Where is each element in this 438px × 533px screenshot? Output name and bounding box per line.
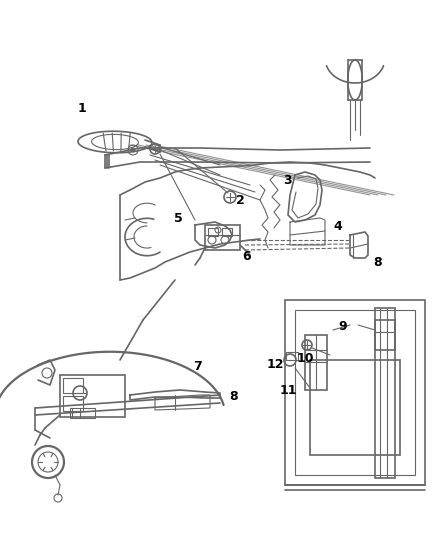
Text: 8: 8: [230, 391, 238, 403]
Bar: [295, 310, 415, 475]
Text: 5: 5: [173, 212, 182, 224]
Bar: [63, 378, 83, 393]
Bar: [208, 228, 218, 236]
Bar: [375, 308, 395, 478]
Circle shape: [131, 148, 135, 152]
Bar: [222, 228, 232, 236]
Text: 10: 10: [296, 351, 314, 365]
Text: 7: 7: [194, 360, 202, 374]
Bar: [305, 335, 327, 390]
Bar: [70, 408, 95, 418]
Bar: [60, 375, 125, 417]
Bar: [63, 396, 83, 411]
Text: 12: 12: [266, 359, 284, 372]
Text: 8: 8: [374, 256, 382, 270]
Text: 6: 6: [243, 251, 251, 263]
Bar: [285, 300, 425, 485]
Text: 9: 9: [339, 320, 347, 334]
Text: 1: 1: [78, 101, 86, 115]
Text: 11: 11: [279, 384, 297, 397]
Bar: [375, 320, 395, 350]
Bar: [205, 225, 240, 250]
Bar: [286, 352, 298, 360]
Bar: [310, 360, 400, 455]
Text: 4: 4: [334, 221, 343, 233]
Text: 3: 3: [283, 174, 291, 188]
Text: 2: 2: [236, 193, 244, 206]
